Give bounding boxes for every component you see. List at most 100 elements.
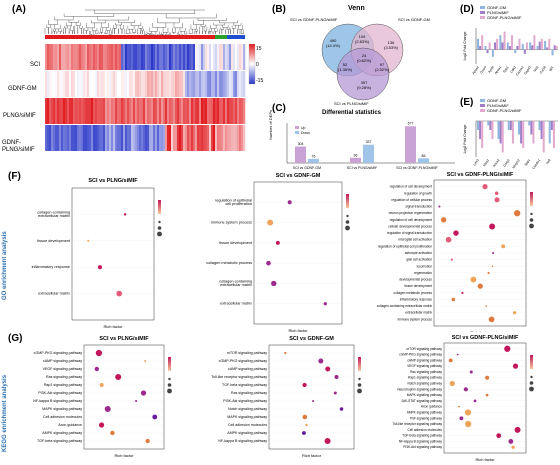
venn-set-label-a: SCI vs GDNF-PLNG/siMIF: [290, 17, 338, 22]
fc-bar: [511, 121, 514, 144]
heatmap-cell: [213, 44, 216, 70]
heatmap-cell: [197, 98, 200, 124]
dot-plot-point: [485, 393, 489, 397]
heatmap-cell: [45, 98, 48, 124]
heatmap-cell: [163, 98, 166, 124]
fc-category-label: Oxsm: [479, 65, 487, 74]
heatmap-cell: [57, 71, 60, 97]
dot-plot-point: [504, 345, 511, 352]
dot-plot-term: tissue development: [219, 241, 253, 245]
annotation-red: [45, 35, 215, 39]
heatmap-cell: [243, 125, 246, 151]
dot-plot-term: cAMP signaling pathway: [43, 359, 82, 363]
diff-bar: [418, 158, 429, 163]
heatmap-cell: [139, 125, 142, 151]
heatmap-annotation-bar: [45, 35, 245, 39]
heatmap-cell: [239, 71, 242, 97]
heatmap-cell: [183, 71, 186, 97]
kegg-dot-plots: SCI vs PLNG/siMIF cGMP-PKG signaling path…: [33, 335, 534, 462]
dot-plot-term: collagen metabolic process: [206, 261, 252, 265]
dot-plot-term: cGMP-PKG signaling pathway: [34, 351, 83, 355]
dot-plot-point: [271, 280, 277, 287]
heatmap-cell: [47, 125, 50, 151]
heatmap-cell: [207, 44, 210, 70]
fc-bar: [518, 38, 521, 50]
go-dot-plots: SCI vs PLNG/siMIFcollagen-containingextr…: [32, 172, 534, 332]
dot-plot-title: SCI vs GDNF-PLNG/siMIF: [447, 172, 514, 178]
heatmap-cell: [181, 98, 184, 124]
heatmap-cell: [169, 71, 172, 97]
heatmap-cell: [67, 44, 70, 70]
dot-plot-point: [458, 405, 460, 408]
legend-colorbar: [346, 194, 349, 208]
heatmap-cell: [123, 71, 126, 97]
heatmap-cell: [115, 44, 118, 70]
dot-plot-point: [99, 382, 104, 388]
heatmap-cell: [111, 71, 114, 97]
heatmap-cell: [225, 71, 228, 97]
heatmap-cell: [123, 125, 126, 151]
heatmap-cell: [205, 98, 208, 124]
heatmap-cell: [173, 125, 176, 151]
legend-size-dot: [529, 218, 534, 222]
heatmap-cell: [47, 98, 50, 124]
dot-plot-point: [110, 430, 115, 436]
fc-bar: [484, 46, 487, 50]
heatmap-cell: [59, 98, 62, 124]
dot-plot-point: [94, 366, 100, 372]
heatmap-cell: [51, 98, 54, 124]
heatmap-cell: [169, 44, 172, 70]
panel-label-b: (B): [272, 4, 286, 15]
heatmap-cell: [243, 98, 246, 124]
heatmap-cell: [75, 125, 78, 151]
heatmap-cell: [203, 71, 206, 97]
fc-bar: [550, 121, 553, 130]
heatmap-cell: [115, 71, 118, 97]
heatmap-cell: [149, 44, 152, 70]
dot-plot-term: regulation of epithelial cell proliferat…: [378, 244, 432, 248]
heatmap-cell: [201, 98, 204, 124]
heatmap-cell: [219, 98, 222, 124]
heatmap-cell: [213, 98, 216, 124]
heatmap-cell: [135, 125, 138, 151]
fc-bar: [536, 46, 539, 50]
dot-plot-point: [489, 223, 496, 230]
heatmap-cell: [125, 71, 128, 97]
fc-bar: [494, 42, 497, 50]
heatmap-cell: [109, 125, 112, 151]
heatmap-row-label-gdnf-plng: GDNF-PLNG/siMIF: [2, 140, 35, 153]
legend-size-dot: [529, 381, 534, 385]
heatmap-cell: [47, 44, 50, 70]
fc-bar: [511, 35, 514, 50]
heatmap-cell: [187, 71, 190, 97]
heatmap-cell: [91, 44, 94, 70]
heatmap-cell: [239, 125, 242, 151]
dot-plot-term: TNF signaling pathway: [410, 416, 443, 420]
heatmap-cell: [49, 71, 52, 97]
heatmap-cell: [129, 71, 132, 97]
fc-legend-swatch: [480, 109, 485, 112]
dot-plot-term: MAPK signaling pathway: [42, 407, 82, 411]
heatmap-cell: [183, 125, 186, 151]
legend-size-dot: [346, 214, 349, 218]
dot-plot-point: [445, 236, 452, 243]
heatmap-cell: [175, 71, 178, 97]
legend-colorbar: [358, 357, 361, 371]
fc-legend-label: GDNF-GM: [487, 98, 506, 103]
fc-legend-label: GDNF-PLNG/siMIF: [487, 108, 522, 113]
dot-plot-term: Cell adhesion molecules: [407, 428, 442, 432]
heatmap-cell: [165, 71, 168, 97]
heatmap-cell: [57, 98, 60, 124]
dot-plot-term: Toll-like receptor signaling pathway: [393, 422, 443, 426]
heatmap-cell: [195, 98, 198, 124]
heatmap-cell: [81, 98, 84, 124]
fc-bar: [552, 121, 555, 148]
heatmap-cell: [155, 71, 158, 97]
legend-size-dot: [158, 220, 161, 224]
heatmap-cell: [85, 71, 88, 97]
dot-plot-point: [461, 291, 464, 294]
heatmap-cell: [141, 71, 144, 97]
dot-plot-frame: [443, 342, 527, 454]
legend-size-dot: [358, 377, 361, 381]
